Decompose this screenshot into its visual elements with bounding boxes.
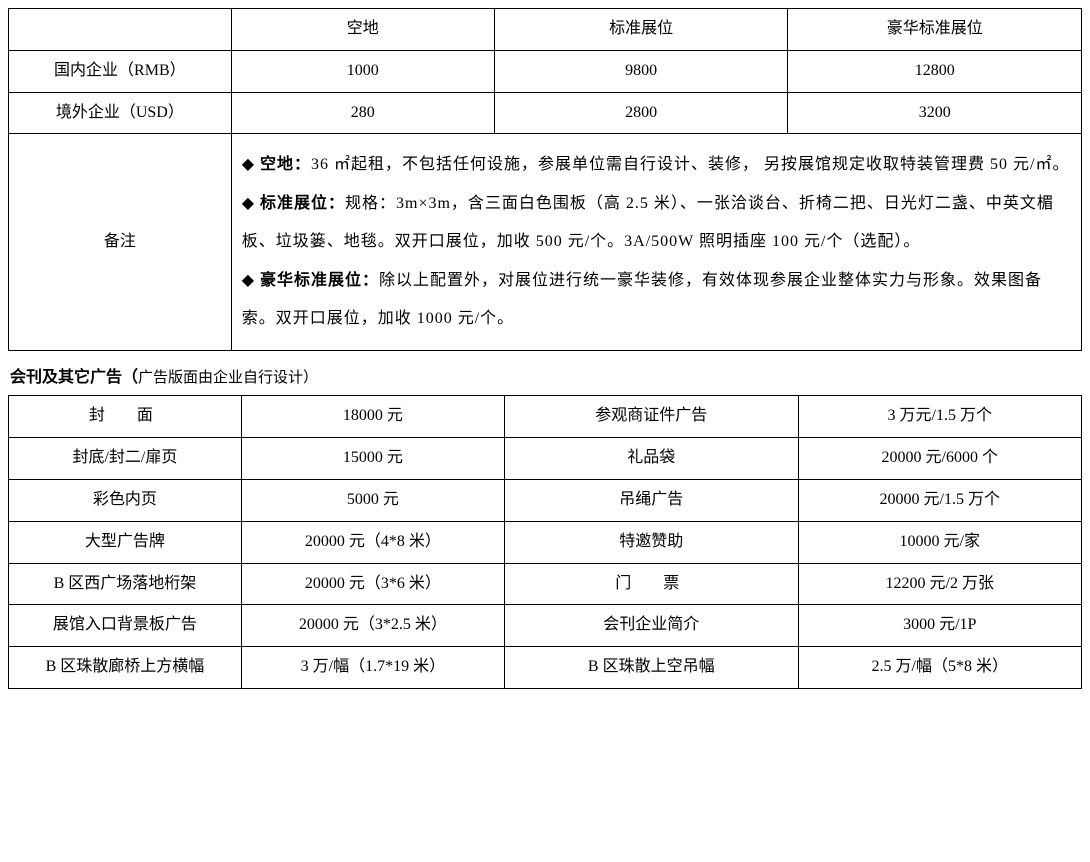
section-title-main: 会刊及其它广告（: [10, 369, 138, 386]
domestic-standard-price: 9800: [494, 50, 788, 92]
ad-item-price: 20000 元/1.5 万个: [798, 479, 1081, 521]
ad-item-price: 3000 元/1P: [798, 605, 1081, 647]
foreign-deluxe-price: 3200: [788, 92, 1082, 134]
remark-open-label: 空地：: [260, 156, 311, 173]
ad-item-label: B 区珠散廊桥上方横幅: [9, 647, 242, 689]
table-row: 展馆入口背景板广告 20000 元（3*2.5 米） 会刊企业简介 3000 元…: [9, 605, 1082, 647]
header-blank: [9, 9, 232, 51]
ad-item-label: B 区西广场落地桁架: [9, 563, 242, 605]
table-row: 境外企业（USD） 280 2800 3200: [9, 92, 1082, 134]
ad-item-label: 彩色内页: [9, 479, 242, 521]
ad-item-price: 20000 元（4*8 米）: [241, 521, 504, 563]
remarks-content: ◆ 空地：36 ㎡起租，不包括任何设施，参展单位需自行设计、装修， 另按展馆规定…: [231, 134, 1081, 351]
table-row: 国内企业（RMB） 1000 9800 12800: [9, 50, 1082, 92]
table-row: 大型广告牌 20000 元（4*8 米） 特邀赞助 10000 元/家: [9, 521, 1082, 563]
table-row: 彩色内页 5000 元 吊绳广告 20000 元/1.5 万个: [9, 479, 1082, 521]
ad-section-title: 会刊及其它广告（广告版面由企业自行设计）: [10, 363, 1082, 387]
ad-item-price: 5000 元: [241, 479, 504, 521]
foreign-label: 境外企业（USD）: [9, 92, 232, 134]
booth-pricing-table: 空地 标准展位 豪华标准展位 国内企业（RMB） 1000 9800 12800…: [8, 8, 1082, 351]
foreign-open-price: 280: [231, 92, 494, 134]
ad-item-label: 门 票: [505, 563, 799, 605]
table-row: B 区珠散廊桥上方横幅 3 万/幅（1.7*19 米） B 区珠散上空吊幅 2.…: [9, 647, 1082, 689]
ad-item-price: 3 万/幅（1.7*19 米）: [241, 647, 504, 689]
ad-item-price: 2.5 万/幅（5*8 米）: [798, 647, 1081, 689]
remark-deluxe-label: 豪华标准展位：: [260, 272, 379, 289]
domestic-open-price: 1000: [231, 50, 494, 92]
bullet-icon: ◆: [242, 272, 260, 289]
section-title-sub: 广告版面由企业自行设计）: [138, 370, 318, 386]
domestic-label: 国内企业（RMB）: [9, 50, 232, 92]
ad-item-price: 12200 元/2 万张: [798, 563, 1081, 605]
ad-item-price: 15000 元: [241, 438, 504, 480]
remarks-item-deluxe: ◆ 豪华标准展位：除以上配置外，对展位进行统一豪华装修，有效体现参展企业整体实力…: [242, 262, 1071, 339]
ad-item-price: 20000 元（3*6 米）: [241, 563, 504, 605]
ad-item-label: 特邀赞助: [505, 521, 799, 563]
table-row: 封 面 18000 元 参观商证件广告 3 万元/1.5 万个: [9, 396, 1082, 438]
bullet-icon: ◆: [242, 195, 260, 212]
table-header-row: 空地 标准展位 豪华标准展位: [9, 9, 1082, 51]
table-row: B 区西广场落地桁架 20000 元（3*6 米） 门 票 12200 元/2 …: [9, 563, 1082, 605]
ad-item-label: 吊绳广告: [505, 479, 799, 521]
ad-item-label: 展馆入口背景板广告: [9, 605, 242, 647]
remarks-item-open: ◆ 空地：36 ㎡起租，不包括任何设施，参展单位需自行设计、装修， 另按展馆规定…: [242, 146, 1071, 184]
ad-item-label: 礼品袋: [505, 438, 799, 480]
ad-item-price: 20000 元（3*2.5 米）: [241, 605, 504, 647]
ad-item-label: 封底/封二/扉页: [9, 438, 242, 480]
remarks-item-standard: ◆ 标准展位：规格：3m×3m，含三面白色围板（高 2.5 米）、一张洽谈台、折…: [242, 185, 1071, 262]
ad-item-price: 18000 元: [241, 396, 504, 438]
ad-item-label: 会刊企业简介: [505, 605, 799, 647]
ad-item-price: 3 万元/1.5 万个: [798, 396, 1081, 438]
ad-item-price: 20000 元/6000 个: [798, 438, 1081, 480]
remark-standard-text: 规格：3m×3m，含三面白色围板（高 2.5 米）、一张洽谈台、折椅二把、日光灯…: [242, 195, 1054, 250]
ad-item-label: 大型广告牌: [9, 521, 242, 563]
foreign-standard-price: 2800: [494, 92, 788, 134]
remarks-label: 备注: [9, 134, 232, 351]
ad-item-label: 参观商证件广告: [505, 396, 799, 438]
header-standard-booth: 标准展位: [494, 9, 788, 51]
advertising-pricing-table: 封 面 18000 元 参观商证件广告 3 万元/1.5 万个 封底/封二/扉页…: [8, 395, 1082, 689]
remark-standard-label: 标准展位：: [260, 195, 345, 212]
ad-item-label: B 区珠散上空吊幅: [505, 647, 799, 689]
header-open-space: 空地: [231, 9, 494, 51]
header-deluxe-booth: 豪华标准展位: [788, 9, 1082, 51]
ad-item-price: 10000 元/家: [798, 521, 1081, 563]
domestic-deluxe-price: 12800: [788, 50, 1082, 92]
table-row: 封底/封二/扉页 15000 元 礼品袋 20000 元/6000 个: [9, 438, 1082, 480]
remark-open-text: 36 ㎡起租，不包括任何设施，参展单位需自行设计、装修， 另按展馆规定收取特装管…: [311, 156, 1069, 173]
ad-item-label: 封 面: [9, 396, 242, 438]
bullet-icon: ◆: [242, 156, 260, 173]
remarks-row: 备注 ◆ 空地：36 ㎡起租，不包括任何设施，参展单位需自行设计、装修， 另按展…: [9, 134, 1082, 351]
